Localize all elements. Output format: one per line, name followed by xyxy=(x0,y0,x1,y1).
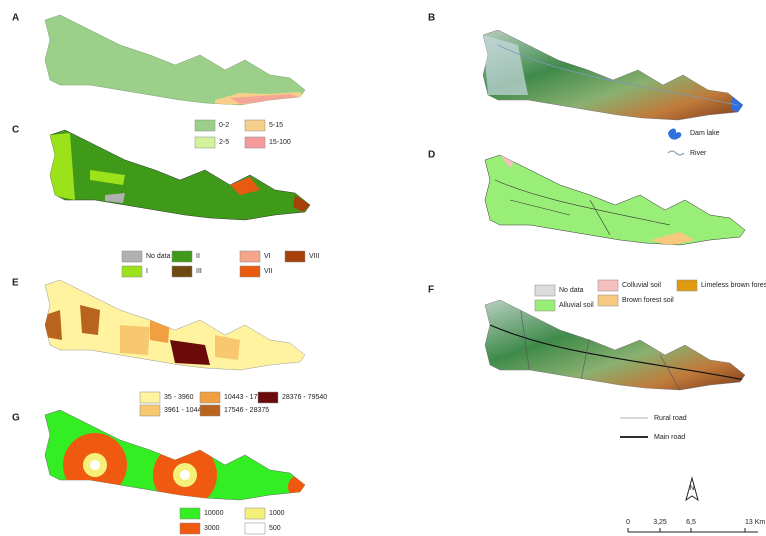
legend-label: 10000 xyxy=(204,510,224,517)
legend-label: 3961 - 10442 xyxy=(164,407,205,414)
legend-swatch xyxy=(285,251,305,262)
map-d xyxy=(485,155,745,246)
legend-label: Alluvial soil xyxy=(559,302,594,309)
legend-swatch xyxy=(240,251,260,262)
scale-label: 3,25 xyxy=(653,519,667,526)
figure: N A 0-2 5-15 2-5 15-100 B Dam lake River C No dat… xyxy=(0,0,766,536)
legend-swatch xyxy=(180,508,200,519)
legend-swatch xyxy=(245,523,265,534)
legend-label: 3000 xyxy=(204,525,220,532)
map-f xyxy=(485,300,745,390)
legend-label: Brown forest soil xyxy=(622,297,674,304)
legend-swatch xyxy=(172,251,192,262)
scale-label: 6,5 xyxy=(686,519,696,526)
legend-label: III xyxy=(196,268,202,275)
legend-swatch xyxy=(122,266,142,277)
scale-label: 0 xyxy=(626,519,630,526)
legend-swatch xyxy=(140,405,160,416)
legend-swatch xyxy=(200,405,220,416)
legend-label: 15-100 xyxy=(269,139,291,146)
legend-swatch xyxy=(245,137,265,148)
legend-label: No data xyxy=(559,287,584,294)
map-e xyxy=(45,280,305,370)
legend-label: I xyxy=(146,268,148,275)
legend-swatch xyxy=(258,392,278,403)
legend-symbol xyxy=(668,151,684,155)
panel-label: B xyxy=(428,13,435,24)
legend-label: Colluvial soil xyxy=(622,282,661,289)
panel-label: G xyxy=(12,413,20,424)
legend-swatch xyxy=(598,295,618,306)
map-b xyxy=(483,30,743,120)
map-a xyxy=(45,15,305,106)
legend-label: 0-2 xyxy=(219,122,229,129)
legend-label: 5-15 xyxy=(269,122,283,129)
legend-symbol xyxy=(668,129,681,140)
legend-label: 1000 xyxy=(269,510,285,517)
panel-label: D xyxy=(428,150,435,161)
legend-swatch xyxy=(677,280,697,291)
legend-swatch xyxy=(598,280,618,291)
panel-label: E xyxy=(12,278,19,289)
legend-label: VII xyxy=(264,268,273,275)
legend-swatch xyxy=(140,392,160,403)
legend-label: 35 - 3960 xyxy=(164,394,194,401)
legend-label: 17546 - 28375 xyxy=(224,407,269,414)
legend-swatch xyxy=(172,266,192,277)
legend-swatch xyxy=(240,266,260,277)
legend-label: No data xyxy=(146,253,171,260)
legend-label: VI xyxy=(264,253,271,260)
legend-swatch xyxy=(245,120,265,131)
legend-label: Dam lake xyxy=(690,130,720,137)
map-g xyxy=(45,410,312,507)
legend-swatch xyxy=(180,523,200,534)
legend-label: Main road xyxy=(654,434,685,441)
scale-label: 13 Km xyxy=(745,519,765,526)
legend-label: Rural road xyxy=(654,415,687,422)
legend-swatch xyxy=(245,508,265,519)
legend-label: VIII xyxy=(309,253,320,260)
panel-label: A xyxy=(12,13,19,24)
north-label: N xyxy=(689,485,694,492)
panel-label: F xyxy=(428,285,434,296)
legend-label: Limeless brown forest s xyxy=(701,282,766,289)
legend-swatch xyxy=(535,300,555,311)
legend-label: 2-5 xyxy=(219,139,229,146)
legend-label: 500 xyxy=(269,525,281,532)
panel-label: C xyxy=(12,125,19,136)
legend-swatch xyxy=(195,120,215,131)
legend-label: River xyxy=(690,150,707,157)
legend-swatch xyxy=(535,285,555,296)
legend-swatch xyxy=(195,137,215,148)
legend-swatch xyxy=(122,251,142,262)
legend-swatch xyxy=(200,392,220,403)
legend-label: 28376 - 79540 xyxy=(282,394,327,401)
legend-label: II xyxy=(196,253,200,260)
